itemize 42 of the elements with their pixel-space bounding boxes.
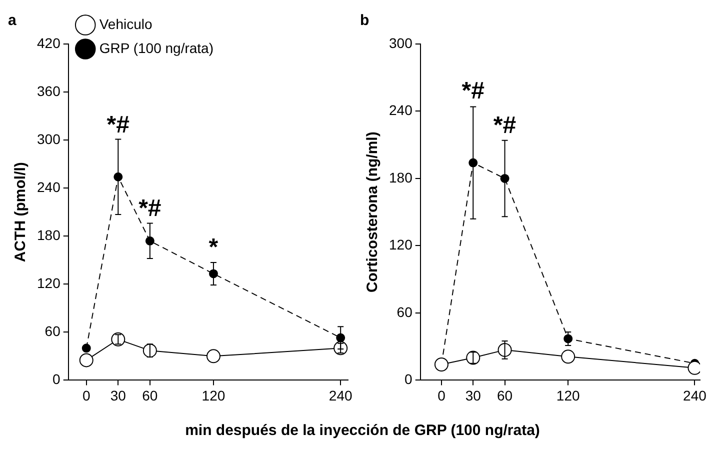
x-tick-label: 30 [110,387,126,404]
y-axis-title: ACTH (pmol/l) [12,162,30,262]
y-tick-label: 120 [389,236,413,253]
y-tick-label: 180 [37,226,61,243]
annotation: *# [462,77,484,104]
x-tick-label: 0 [82,387,90,404]
point [498,342,512,357]
point [434,358,448,372]
legend-label: Vehiculo [99,16,153,32]
y-tick-label: 120 [37,275,61,291]
annotation: *# [138,194,162,222]
y-tick-label: 60 [44,323,61,340]
chart-title: a [8,12,17,30]
point [206,349,220,364]
y-tick-label: 0 [52,371,61,388]
y-tick-label: 360 [37,82,61,99]
x-tick-label: 60 [496,387,513,404]
y-tick-label: 0 [404,371,413,388]
point [82,344,91,353]
x-tick-label: 240 [683,387,707,404]
annotation: *# [106,112,130,139]
y-tick-label: 180 [389,169,413,186]
x-tick-label: 120 [202,387,226,404]
x-axis-title: min después de la inyección de GRP (100 ng/rata) [184,422,541,439]
annotation: *# [493,112,516,139]
y-axis-title: Corticosterona (ng/ml) [364,132,382,293]
y-tick-label: 240 [389,102,413,118]
point [561,350,576,364]
point [111,332,126,346]
y-tick-label: 420 [37,34,61,51]
y-tick-label: 300 [37,130,61,147]
chart-title: b [360,12,370,30]
y-tick-label: 300 [389,34,413,51]
annotation: * [208,234,219,262]
legend-label: GRP (100 ng/rata) [99,40,214,56]
y-tick-label: 240 [37,178,61,195]
x-tick-label: 60 [142,387,158,404]
x-tick-label: 240 [328,387,352,404]
y-tick-label: 60 [396,304,413,320]
x-tick-label: 120 [556,387,580,404]
x-tick-label: 30 [465,387,482,404]
x-tick-label: 0 [438,387,446,404]
